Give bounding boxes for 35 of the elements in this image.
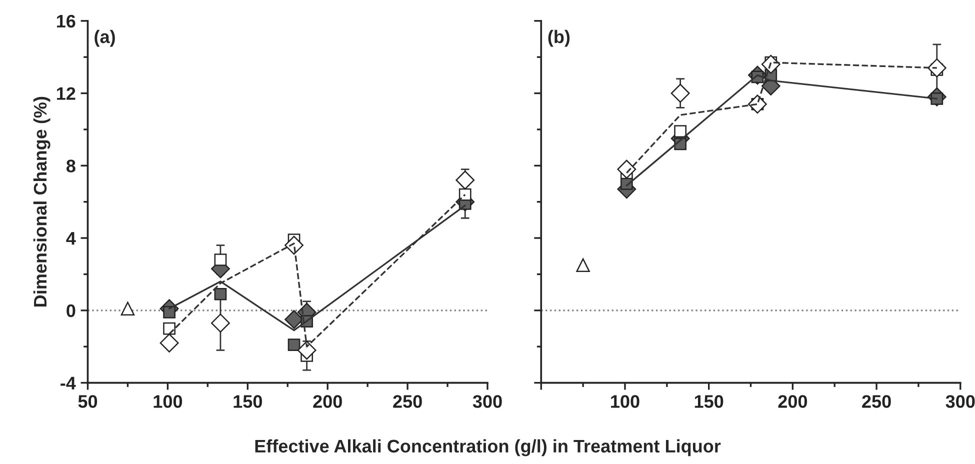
point: [456, 170, 475, 190]
point: [576, 258, 590, 272]
x-tick-label: 150: [694, 395, 724, 408]
y-tick-label: 8: [66, 160, 76, 172]
y-tick-label: 12: [57, 87, 76, 100]
x-tick-label: 250: [393, 395, 422, 408]
point: [674, 125, 686, 138]
annotation: (a): [94, 30, 115, 47]
x-tick-label: 150: [234, 395, 262, 408]
x-tick-label: 300: [472, 395, 502, 408]
point: [160, 334, 179, 352]
point: [617, 160, 636, 179]
annotation: (b): [548, 30, 570, 47]
point: [288, 338, 300, 351]
y-tick-label: 4: [66, 232, 76, 245]
y-tick-label: -4: [60, 376, 76, 390]
y-axis-title: Dimensional Change (%): [33, 96, 50, 306]
x-tick-label: 300: [946, 395, 975, 408]
x-tick-label: 250: [862, 395, 891, 408]
x-tick-label: 200: [778, 395, 807, 408]
x-tick-label: 200: [313, 395, 342, 408]
point: [211, 314, 230, 333]
point: [458, 188, 472, 201]
point: [670, 84, 690, 103]
x-tick-label: 100: [154, 395, 182, 408]
x-tick-label: 100: [611, 395, 640, 408]
x-tick-label: 50: [78, 395, 98, 408]
point: [214, 254, 227, 266]
point: [927, 58, 946, 78]
point: [214, 288, 227, 300]
y-tick-label: 16: [57, 14, 76, 28]
point: [120, 302, 135, 316]
x-axis-title: Effective Alkali Concentration (g/l) in Treatment Liquor: [255, 439, 721, 456]
point: [297, 340, 316, 360]
y-tick-label: 0: [66, 304, 76, 318]
